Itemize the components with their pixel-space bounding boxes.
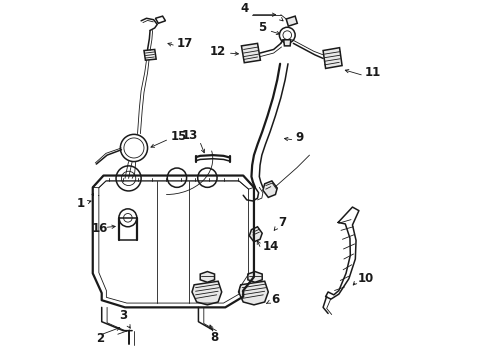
Text: 4: 4: [241, 3, 249, 15]
Text: 5: 5: [258, 21, 267, 34]
Polygon shape: [323, 48, 342, 68]
Text: 16: 16: [92, 222, 108, 235]
Text: 3: 3: [119, 309, 127, 322]
Text: 17: 17: [177, 37, 193, 50]
Text: 1: 1: [76, 197, 85, 210]
Polygon shape: [284, 40, 291, 46]
Polygon shape: [263, 181, 277, 197]
Text: 6: 6: [271, 293, 279, 306]
Text: 12: 12: [210, 45, 226, 58]
Polygon shape: [249, 227, 262, 242]
Polygon shape: [200, 271, 215, 282]
Text: 15: 15: [171, 130, 187, 143]
Text: 2: 2: [96, 332, 104, 345]
Polygon shape: [242, 43, 260, 63]
Text: 9: 9: [295, 131, 303, 144]
Text: 8: 8: [210, 330, 219, 343]
Text: 11: 11: [365, 66, 381, 79]
Text: 10: 10: [358, 272, 374, 285]
Polygon shape: [248, 271, 262, 282]
Polygon shape: [192, 281, 221, 305]
Polygon shape: [239, 281, 269, 305]
Text: 13: 13: [181, 129, 198, 142]
Polygon shape: [144, 49, 156, 60]
Text: 7: 7: [278, 216, 286, 229]
Text: 14: 14: [262, 240, 279, 253]
Polygon shape: [286, 16, 297, 26]
